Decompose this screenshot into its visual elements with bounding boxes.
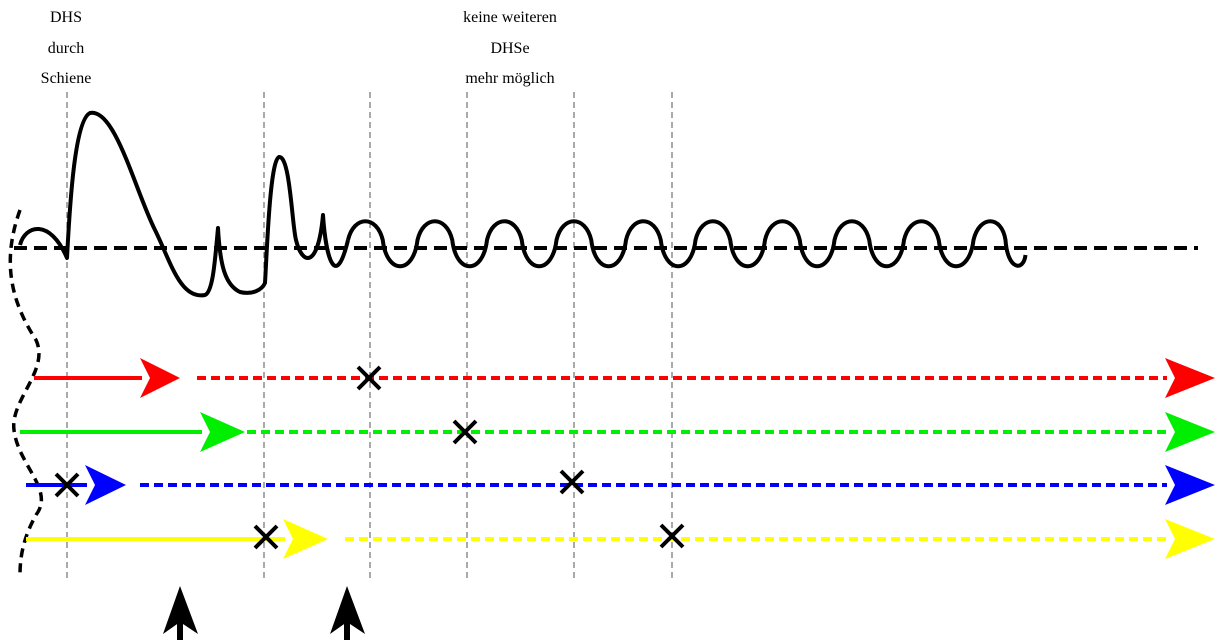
arrow-row-1 (34, 358, 1215, 398)
arrow-row-4-head (283, 519, 328, 559)
cross-mark-4-stroke-b (559, 469, 585, 495)
label-left-line-3: Schiene (41, 70, 92, 87)
upward-arrows (163, 586, 365, 640)
cross-mark-4 (559, 469, 585, 495)
cross-mark-1-stroke-b (356, 365, 382, 391)
up-arrow-1 (163, 586, 198, 640)
arrow-row-2-head (200, 412, 245, 452)
cross-mark-6 (659, 523, 685, 549)
up-arrow-1-head (163, 586, 198, 634)
cross-mark-3 (54, 472, 80, 498)
arrow-row-1-end-head (1165, 358, 1215, 398)
label-dhs-durch-schiene: DHS durch Schiene (41, 9, 92, 87)
arrow-row-3-head (85, 465, 126, 505)
arrow-row-3 (26, 465, 1215, 505)
cross-marks (54, 365, 685, 550)
label-left-line-2: durch (48, 40, 84, 57)
vertical-guides (66, 92, 673, 578)
label-left-line-1: DHS (50, 9, 82, 26)
cross-mark-6-stroke-b (659, 523, 685, 549)
cross-mark-2 (452, 419, 478, 445)
up-arrow-2-head (330, 586, 365, 634)
arrow-row-2-end-head (1165, 412, 1215, 452)
label-right-line-3: mehr möglich (465, 70, 554, 87)
label-keine-weiteren-dhse: keine weiteren DHSe mehr möglich (463, 9, 557, 87)
arrow-row-2 (20, 412, 1215, 452)
cross-mark-1 (356, 365, 382, 391)
cross-mark-3-stroke-b (54, 472, 80, 498)
cross-mark-5-stroke-b (253, 524, 279, 550)
arrow-row-3-end-head (1165, 465, 1215, 505)
rows (20, 358, 1215, 559)
cross-mark-2-stroke-b (452, 419, 478, 445)
label-right-line-2: DHSe (490, 40, 529, 57)
up-arrow-1-shaft (177, 622, 183, 640)
arrow-row-4 (26, 519, 1215, 559)
boundary-wavy-dashed (8, 209, 44, 576)
up-arrow-2 (330, 586, 365, 640)
label-right-line-1: keine weiteren (463, 9, 557, 26)
up-arrow-2-shaft (344, 622, 350, 640)
oscillation-tail (346, 219, 1028, 269)
cross-mark-5 (253, 524, 279, 550)
signal-waveform (18, 110, 350, 298)
arrow-row-1-head (140, 358, 180, 398)
arrow-row-4-end-head (1165, 519, 1215, 559)
